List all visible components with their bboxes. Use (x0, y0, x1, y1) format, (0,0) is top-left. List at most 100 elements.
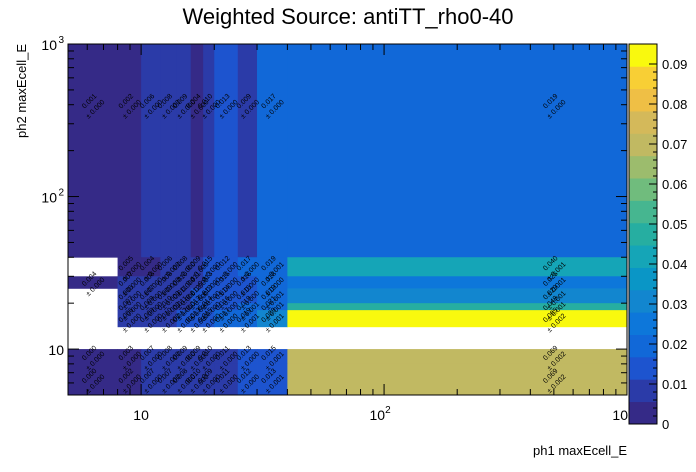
plot-frame (67, 43, 628, 396)
y-axis-title: ph2 maxEcell_E (14, 44, 29, 138)
y-tick-label-exponent: 2 (58, 188, 64, 199)
color-scale-swatch (629, 334, 657, 358)
color-scale-swatch (629, 401, 657, 425)
color-scale-label: 0.09 (662, 57, 687, 72)
heatmap-cell (141, 303, 161, 311)
heatmap-cell (203, 44, 215, 258)
heatmap-cell (68, 363, 118, 396)
heatmap-cell (257, 303, 288, 311)
heatmap-cell (160, 303, 178, 311)
heatmap-cell (214, 44, 239, 258)
heatmap-cells (68, 44, 628, 396)
heatmap-cell (68, 276, 118, 289)
color-scale: 0 0.01 0.02 0.03 0.04 0.05 0.06 0.07 0.08 0.09 (628, 43, 687, 432)
heatmap-cell (176, 44, 192, 258)
heatmap-cell (257, 257, 288, 277)
heatmap-cell (141, 44, 161, 258)
heatmap-cell (190, 257, 204, 277)
heatmap-cell (237, 310, 258, 328)
heatmap-cell (203, 363, 215, 396)
heatmap-cell (141, 288, 161, 304)
heatmap-cell (117, 288, 142, 304)
heatmap-cell (176, 303, 192, 311)
heatmap-cell (287, 303, 628, 311)
color-scale-swatch (629, 88, 657, 112)
heatmap-cell (141, 257, 161, 277)
heatmap-cell (214, 288, 239, 304)
color-scale-swatch (629, 312, 657, 335)
heatmap-cell (190, 303, 204, 311)
heatmap-cell (160, 288, 178, 304)
chart-title: Weighted Source: antiTT_rho0-40 (183, 4, 514, 29)
heatmap-cell (287, 44, 628, 258)
heatmap-cell (257, 349, 288, 365)
color-scale-swatch (629, 289, 657, 313)
color-scale-label: 0.08 (662, 97, 687, 112)
heatmap-cell (257, 363, 288, 396)
heatmap-cell (176, 288, 192, 304)
heatmap-cell (190, 363, 204, 396)
y-tick-label: 10 (41, 37, 57, 53)
heatmap-cell (214, 276, 239, 289)
color-scale-label: 0.02 (662, 337, 687, 352)
color-scale-label: 0.03 (662, 297, 687, 312)
color-scale-swatch (629, 155, 657, 179)
heatmap-cell (203, 288, 215, 304)
color-scale-label: 0 (662, 417, 669, 432)
heatmap-cell (287, 349, 628, 365)
color-scale-swatch (629, 356, 657, 380)
heatmap-cell (141, 276, 161, 289)
heatmap-cell (257, 288, 288, 304)
heatmap-cell (160, 363, 178, 396)
heatmap-cell (190, 310, 204, 328)
heatmap-cell (190, 44, 204, 258)
heatmap-cell (287, 310, 628, 328)
heatmap-cell (237, 288, 258, 304)
heatmap-cell (237, 276, 258, 289)
y-tick-label-exponent: 3 (58, 35, 64, 46)
color-scale-frame (628, 43, 658, 425)
heatmap-cell (160, 44, 178, 258)
heatmap-cell (257, 44, 288, 258)
x-tick-label: 10 (133, 407, 149, 423)
x-tick-label: 102 (370, 405, 392, 423)
heatmap-cell (141, 349, 161, 365)
heatmap-cell (176, 257, 192, 277)
heatmap-cell (203, 257, 215, 277)
color-scale-swatch (629, 200, 657, 224)
color-scale-label: 0.05 (662, 217, 687, 232)
heatmap-cell (160, 349, 178, 365)
color-scale-label: 0.01 (662, 377, 687, 392)
color-scale-label: 0.04 (662, 257, 687, 272)
heatmap-cell (237, 363, 258, 396)
heatmap-cell (237, 44, 258, 258)
heatmap-cell (117, 44, 142, 258)
heatmap-cell (257, 310, 288, 328)
y-tick-label: 10 (41, 190, 57, 206)
heatmap-cell (237, 349, 258, 365)
heatmap-cell (160, 257, 178, 277)
heatmap-cell (176, 349, 192, 365)
heatmap-cell (176, 276, 192, 289)
x-tick-label-exponent: 2 (385, 405, 391, 416)
heatmap-cell (190, 349, 204, 365)
color-scale-swatch (629, 222, 657, 246)
color-scale-swatch (629, 133, 657, 157)
heatmap-cell (287, 257, 628, 277)
heatmap-cell (214, 257, 239, 277)
color-scale-swatch (629, 245, 657, 268)
heatmap-cell (214, 303, 239, 311)
heatmap-cell (287, 288, 628, 304)
heatmap-cell (117, 363, 142, 396)
heatmap-cell (214, 363, 239, 396)
color-scale-swatch (629, 178, 657, 201)
heatmap-cell (257, 276, 288, 289)
heatmap-cell (160, 276, 178, 289)
heatmap-cell (237, 303, 258, 311)
heatmap-cell (203, 303, 215, 311)
color-scale-swatch (629, 111, 657, 134)
heatmap-cell (117, 310, 142, 328)
heatmap-cell (190, 288, 204, 304)
heatmap-cell (287, 276, 628, 289)
